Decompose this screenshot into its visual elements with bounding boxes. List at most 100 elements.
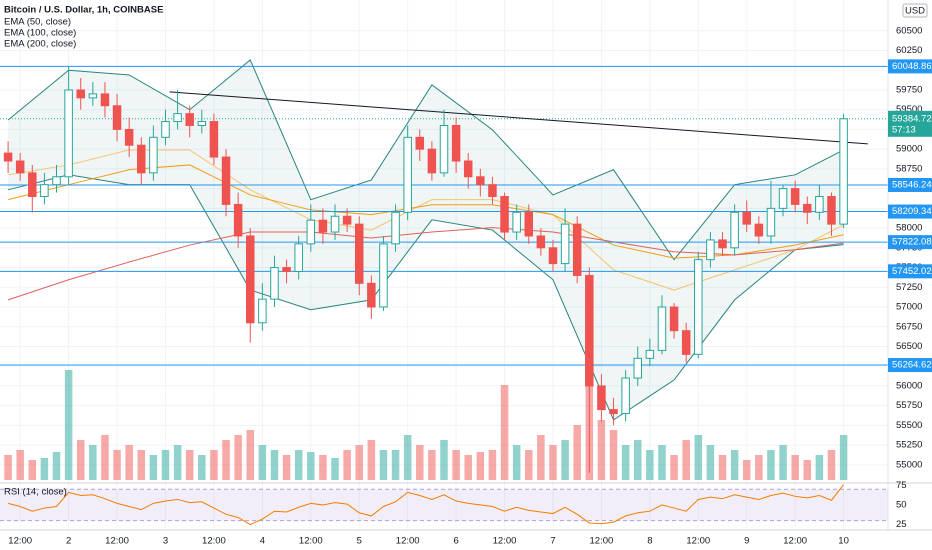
candle-body (560, 223, 570, 265)
rsi-tick-label: 25 (896, 519, 907, 530)
countdown-label: 57:13 (892, 124, 916, 135)
candle-body (548, 247, 558, 265)
level-label-box (888, 59, 932, 74)
level-label: 60048.86 (892, 61, 932, 72)
candle-body (524, 211, 534, 237)
candle-body (28, 172, 37, 198)
volume-bar (525, 450, 533, 480)
volume-bar (355, 445, 363, 480)
candle-body (815, 196, 824, 213)
candle-body (766, 207, 776, 237)
candle-body (536, 235, 546, 249)
candle-layer (3, 66, 848, 473)
level-label-box (888, 235, 932, 250)
volume-bar (210, 450, 218, 480)
candle-body (76, 89, 85, 99)
candle-body (161, 121, 170, 138)
bollinger-upper (7, 59, 844, 261)
candle-body (706, 239, 715, 261)
volume-bar (161, 450, 170, 480)
rsi-band (0, 489, 888, 521)
candle-body (246, 235, 255, 324)
candle-body (500, 196, 509, 233)
volume-bar (52, 452, 61, 480)
volume-bar (694, 435, 703, 480)
x-tick-label: 3 (163, 536, 168, 547)
candle-body (233, 203, 243, 237)
volume-bar (307, 452, 315, 480)
y-tick-label: 57000 (896, 302, 922, 313)
volume-bar (101, 435, 109, 480)
candle-body (149, 136, 158, 174)
rsi-line (7, 484, 844, 526)
volume-bar (464, 455, 472, 480)
level-label-box (888, 358, 932, 373)
volume-bar (573, 425, 581, 480)
candle-body (669, 306, 679, 332)
level-label: 57452.02 (892, 266, 932, 277)
trendline (169, 91, 868, 145)
volume-bar (706, 445, 715, 480)
level-label-box (888, 204, 932, 219)
y-tick-label: 56500 (896, 341, 922, 352)
x-tick-label: 12:00 (202, 536, 226, 547)
y-tick-label: 60500 (896, 25, 922, 36)
last-price-label: 59384.72 (892, 113, 932, 124)
candle-body (451, 124, 461, 162)
x-tick-label: 12:00 (590, 536, 614, 547)
candle-body (391, 211, 400, 245)
volume-bar (173, 445, 182, 480)
candle-body (52, 176, 61, 186)
candle-body (40, 184, 49, 198)
volume-bar (185, 450, 194, 480)
currency-box[interactable] (902, 3, 928, 18)
volume-bar (670, 455, 678, 480)
volume-bar (125, 445, 133, 480)
candle-body (258, 298, 267, 324)
y-tick-label: 58750 (896, 163, 922, 174)
candle-body (64, 89, 73, 178)
candle-body (681, 330, 691, 355)
currency-label[interactable]: USD (905, 6, 925, 17)
label-layer: Bitcoin / U.S. Dollar, 1h, COINBASE EMA … (4, 3, 932, 547)
x-tick-label: 12:00 (783, 536, 807, 547)
candle-body (730, 211, 739, 249)
volume-bar (403, 435, 412, 480)
candle-body (694, 259, 703, 355)
x-tick-label: 10 (838, 536, 849, 547)
candle-body (488, 184, 497, 198)
volume-bar (76, 440, 85, 480)
volume-bar (597, 420, 606, 480)
candle-body (294, 243, 303, 272)
y-tick-label: 56000 (896, 380, 922, 391)
x-tick-label: 12:00 (493, 536, 517, 547)
volume-bar (89, 445, 97, 480)
volume-layer (4, 365, 848, 480)
y-tick-label: 59000 (896, 144, 922, 155)
candle-body (718, 239, 727, 249)
x-tick-label: 4 (260, 536, 265, 547)
x-tick-label: 12:00 (299, 536, 323, 547)
x-tick-label: 6 (453, 536, 458, 547)
level-label: 56264.62 (892, 360, 932, 371)
volume-bar (718, 455, 727, 480)
candle-body (112, 105, 122, 130)
candle-body (572, 223, 582, 276)
volume-bar (609, 430, 618, 480)
volume-bar (294, 450, 303, 480)
rsi-tick-label: 50 (896, 499, 907, 510)
volume-bar (803, 460, 812, 480)
level-label: 57822.08 (892, 237, 932, 248)
candle-body (354, 223, 364, 284)
volume-bar (512, 445, 521, 480)
candle-body (379, 243, 388, 308)
y-tick-label: 55750 (896, 400, 922, 411)
candle-body (839, 118, 848, 225)
volume-bar (4, 455, 12, 480)
y-tick-label: 55250 (896, 440, 922, 451)
volume-bar (234, 435, 242, 480)
volume-bar (500, 385, 509, 480)
candle-body (427, 148, 437, 174)
volume-bar (64, 370, 73, 480)
candle-body (439, 124, 449, 174)
